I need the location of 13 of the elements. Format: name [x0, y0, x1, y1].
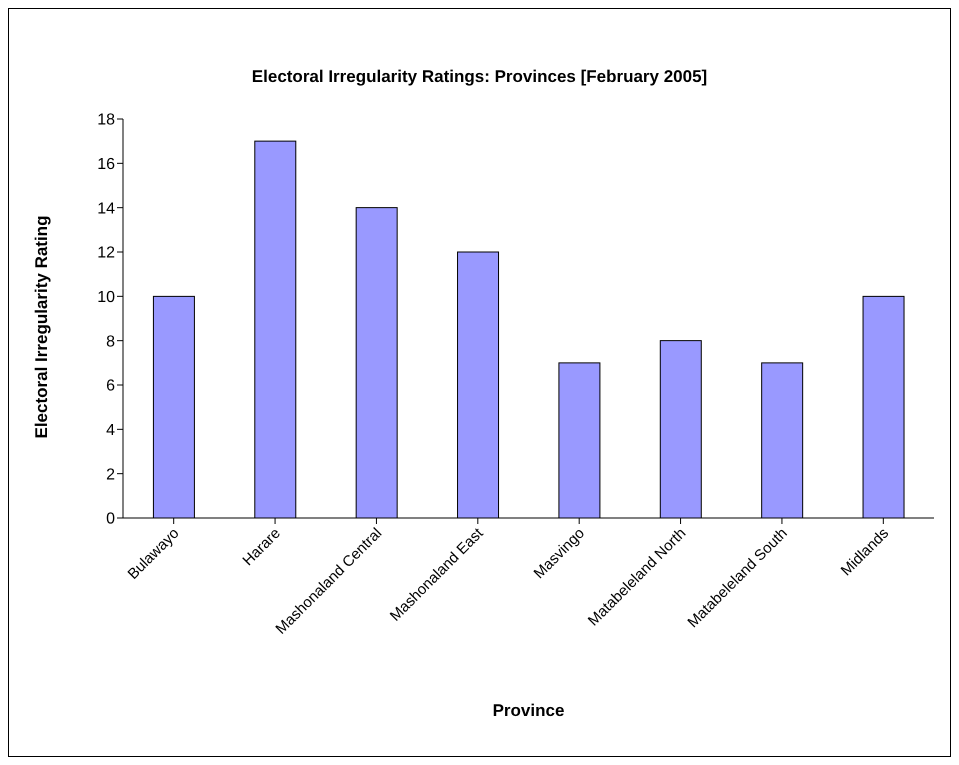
y-tick-label: 16	[97, 156, 116, 174]
y-tick-label: 6	[106, 378, 116, 395]
x-axis-title: Province	[492, 701, 564, 720]
y-tick-label: 8	[106, 333, 116, 350]
y-tick-label: 18	[97, 112, 116, 129]
y-tick-label: 10	[97, 289, 116, 306]
y-axis-title: Electoral Irregularity Rating	[32, 216, 52, 438]
chart-title: Electoral Irregularity Ratings: Provinces [February 2005]	[250, 67, 708, 87]
y-tick-label: 0	[106, 510, 116, 528]
y-tick-label: 12	[97, 244, 116, 262]
y-tick-label: 4	[106, 422, 116, 440]
y-tick-label: 2	[106, 466, 116, 484]
y-tick-label: 14	[97, 200, 116, 218]
